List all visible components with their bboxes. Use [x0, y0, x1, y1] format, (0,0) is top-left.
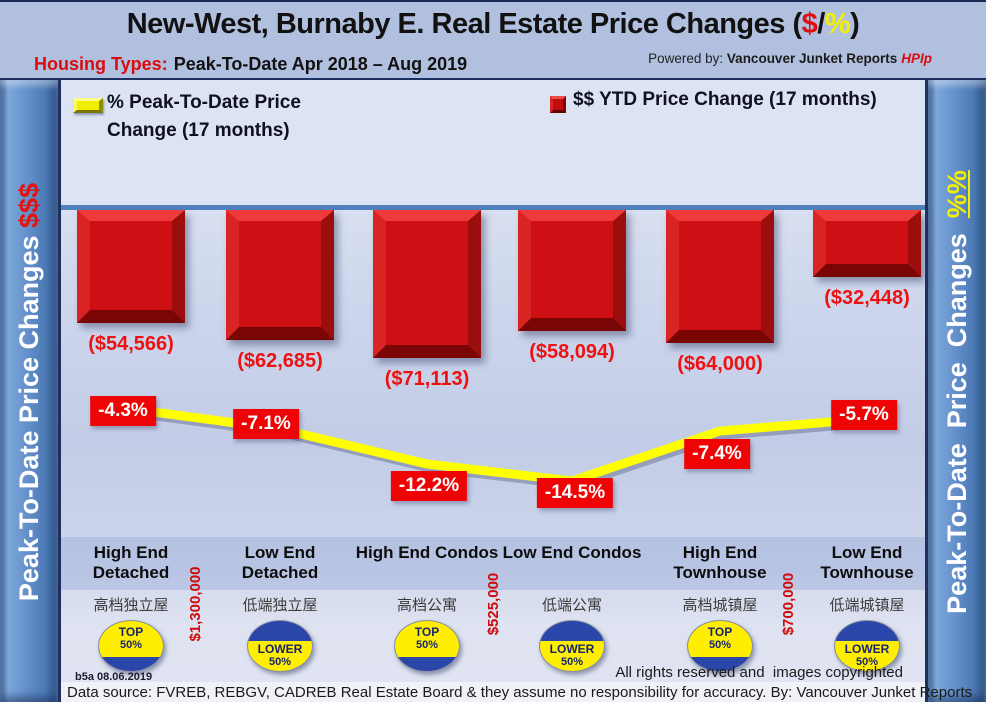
category-band	[61, 537, 925, 590]
subtitle: Housing Types: Peak-To-Date Apr 2018 – Au…	[34, 54, 467, 75]
badge-line2: 50%	[708, 639, 732, 652]
bar-value-label-5: ($64,000)	[677, 353, 763, 375]
bar-3	[373, 210, 481, 358]
left-axis-bar: Peak-To-Date Price Changes $$$	[0, 80, 61, 702]
powered-by-label: Powered by:	[648, 51, 724, 66]
badge-line1: TOP	[414, 625, 440, 639]
badge-line2: 50%	[415, 639, 439, 652]
badge-text: TOP 50%	[395, 621, 459, 657]
chart-canvas: % Peak-To-Date Price Change (17 months) …	[61, 80, 972, 702]
badge-line1: TOP	[118, 625, 144, 639]
bar-value-label-6: ($32,448)	[824, 287, 910, 309]
left-axis-title: Peak-To-Date Price Changes $$$	[9, 82, 49, 702]
category-label-5: High End Townhouse	[645, 543, 795, 583]
lower-50-badge-2: LOWER 50%	[247, 620, 313, 672]
badge-text: LOWER 50%	[835, 641, 899, 671]
pct-label-2: -7.1%	[233, 409, 299, 439]
line-series-swatch-icon	[73, 98, 103, 113]
bar-value-label-4: ($58,094)	[529, 341, 615, 363]
category-name: Low End Condos	[502, 543, 642, 562]
right-axis-percent-suffix: %%	[942, 170, 972, 219]
badge-text: TOP 50%	[99, 621, 163, 657]
price-threshold-1: $1,300,000	[187, 566, 204, 642]
category-name: High End Detached	[92, 543, 170, 583]
legend-bar-label: $$ YTD Price Change (17 months)	[573, 89, 877, 110]
price-threshold-2: $525,000	[485, 572, 502, 636]
badge-line2: 50%	[268, 656, 292, 669]
top-50-badge-5: TOP 50%	[687, 620, 753, 672]
category-name: Low End Detached	[241, 543, 319, 583]
legend-line-label: % Peak-To-Date Price Change (17 months)	[107, 92, 301, 141]
title-slash: /	[817, 8, 825, 40]
bar-1	[77, 210, 185, 323]
footer-strip	[61, 682, 925, 702]
price-threshold-3: $700,000	[780, 572, 797, 636]
badge-line1: LOWER	[257, 642, 303, 656]
badge-text: LOWER 50%	[248, 641, 312, 671]
category-label-1: High End Detached	[56, 543, 206, 583]
bar-value-label-2: ($62,685)	[237, 350, 323, 372]
category-name-chinese-5: 高档城镇屋	[682, 597, 758, 614]
badge-line2: 50%	[560, 656, 584, 669]
page-title: New-West, Burnaby E. Real Estate Price C…	[0, 8, 986, 41]
badge-line1: LOWER	[844, 642, 890, 656]
bar-2	[226, 210, 334, 340]
version-note: b5a 08.06.2019	[75, 671, 153, 683]
category-name-chinese-6: 低端城镇屋	[829, 597, 905, 614]
category-name: High End Townhouse	[673, 543, 767, 583]
title-close-paren: )	[850, 8, 860, 40]
bar-series-swatch-icon	[550, 96, 566, 113]
zero-axis-line	[61, 205, 925, 210]
badge-line1: LOWER	[549, 642, 595, 656]
pct-label-3: -12.2%	[390, 471, 468, 501]
badge-line2: 50%	[119, 639, 143, 652]
category-label-3: High End Condos	[352, 543, 502, 563]
title-text: New-West, Burnaby E. Real Estate Price C…	[126, 8, 802, 40]
title-dollar-symbol: $	[801, 8, 818, 40]
badge-text: TOP 50%	[688, 621, 752, 657]
top-50-badge-1: TOP 50%	[98, 620, 164, 672]
date-range: Peak-To-Date Apr 2018 – Aug 2019	[173, 54, 468, 74]
badge-text: LOWER 50%	[540, 641, 604, 671]
category-name-chinese-4: 低端公寓	[541, 597, 602, 614]
bar-value-label-3: ($71,113)	[384, 368, 470, 390]
lower-50-badge-6: LOWER 50%	[834, 620, 900, 672]
housing-types-label: Housing Types:	[34, 54, 168, 74]
bar-value-label-1: ($54,566)	[88, 333, 174, 355]
legend-zone	[61, 80, 925, 205]
category-name: Low End Townhouse	[820, 543, 914, 583]
category-label-2: Low End Detached	[205, 543, 355, 583]
category-name-chinese-3: 高档公寓	[396, 597, 457, 614]
bar-4	[518, 210, 626, 331]
pct-label-6: -5.7%	[831, 400, 897, 430]
bar-5	[666, 210, 774, 343]
badge-line1: TOP	[707, 625, 733, 639]
pct-label-5: -7.4%	[684, 439, 750, 469]
category-name-chinese-1: 高档独立屋	[93, 597, 169, 614]
left-axis-title-text: Peak-To-Date Price Changes	[14, 227, 44, 602]
category-name: High End Condos	[355, 543, 499, 562]
lower-50-badge-4: LOWER 50%	[539, 620, 605, 672]
category-label-6: Low End Townhouse	[792, 543, 942, 583]
bar-6	[813, 210, 921, 277]
badge-line2: 50%	[855, 656, 879, 669]
powered-product: HPIp	[901, 51, 932, 66]
rights-note: All rights reserved and images copyright…	[615, 664, 903, 681]
pct-label-4: -14.5%	[536, 478, 614, 508]
header-divider	[0, 78, 986, 80]
left-axis-dollar-suffix: $$$	[14, 182, 44, 228]
powered-by: Powered by: Vancouver Junket Reports HPIp	[648, 51, 932, 66]
right-axis-bar: Peak-To-Date Price Changes %%	[925, 80, 986, 702]
title-percent-symbol: %	[824, 8, 851, 40]
right-axis-title-text: Peak-To-Date Price Changes	[942, 218, 972, 614]
right-axis-title: Peak-To-Date Price Changes %%	[937, 82, 977, 702]
top-50-badge-3: TOP 50%	[394, 620, 460, 672]
category-name-chinese-2: 低端独立屋	[242, 597, 318, 614]
powered-brand: Vancouver Junket Reports	[726, 51, 898, 66]
source-note: Data source: FVREB, REBGV, CADREB Real E…	[67, 684, 973, 701]
category-label-4: Low End Condos	[497, 543, 647, 563]
pct-label-1: -4.3%	[90, 396, 156, 426]
